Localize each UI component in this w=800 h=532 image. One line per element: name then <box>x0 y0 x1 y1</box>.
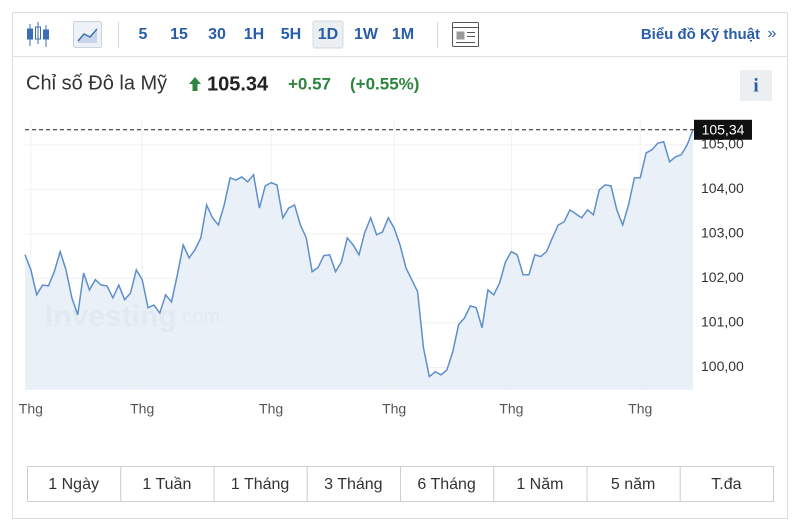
x-tick-label: Thg <box>19 401 43 417</box>
y-tick-label: 103,00 <box>701 225 744 241</box>
interval-button[interactable]: 5 <box>139 26 148 43</box>
change: +0.57 <box>288 74 331 93</box>
last-price-label: 105,34 <box>702 121 745 137</box>
x-tick-label: Thg <box>628 401 652 417</box>
interval-button[interactable]: 30 <box>208 26 226 43</box>
range-label[interactable]: 5 năm <box>611 476 655 493</box>
y-tick-label: 104,00 <box>701 180 744 196</box>
y-tick-label: 102,00 <box>701 269 744 285</box>
range-label[interactable]: T.đa <box>711 476 741 493</box>
x-tick-label: Thg <box>259 401 283 417</box>
interval-button[interactable]: 1D <box>318 26 338 43</box>
range-button[interactable] <box>27 466 122 502</box>
x-tick-label: Thg <box>130 401 154 417</box>
line <box>24 129 694 379</box>
tech-chart-link[interactable]: Biểu đồ Kỹ thuật <box>641 26 760 43</box>
y-tick-label: 100,00 <box>701 358 744 374</box>
candle-icon[interactable] <box>27 22 49 47</box>
link-arrow[interactable]: » <box>768 25 777 42</box>
interval-button[interactable]: 1M <box>392 26 414 43</box>
range-label[interactable]: 6 Tháng <box>417 476 475 493</box>
range-label[interactable]: 1 Ngày <box>48 476 99 493</box>
last-price-box <box>694 119 752 140</box>
change-pct: (+0.55%) <box>350 74 419 93</box>
interval-button[interactable]: 1H <box>244 26 264 43</box>
range-button[interactable] <box>493 466 588 502</box>
interval-button[interactable]: 5H <box>281 26 301 43</box>
range-button[interactable] <box>679 466 774 502</box>
y-tick-label: 101,00 <box>701 314 744 330</box>
range-label[interactable]: 3 Tháng <box>324 476 382 493</box>
range-button[interactable] <box>400 466 495 502</box>
range-label[interactable]: 1 Tháng <box>231 476 289 493</box>
interval-button[interactable]: 15 <box>170 26 188 43</box>
table-icon[interactable] <box>452 22 479 47</box>
area <box>25 129 693 391</box>
up-arrow <box>189 77 201 91</box>
x-tick-label: Thg <box>382 401 406 417</box>
range-label[interactable]: 1 Năm <box>516 476 563 493</box>
range-button[interactable] <box>586 466 681 502</box>
area-icon[interactable] <box>73 21 102 48</box>
x-tick-label: Thg <box>499 401 523 417</box>
interval-button[interactable]: 1W <box>354 26 379 43</box>
range-button[interactable] <box>213 466 308 502</box>
price: 105.34 <box>207 73 269 95</box>
instrument-name: Chỉ số Đô la Mỹ <box>26 72 167 94</box>
range-label[interactable]: 1 Tuần <box>142 476 191 493</box>
info-icon[interactable]: i <box>753 75 758 96</box>
interval-selected <box>312 20 344 49</box>
info-button[interactable] <box>740 70 772 101</box>
